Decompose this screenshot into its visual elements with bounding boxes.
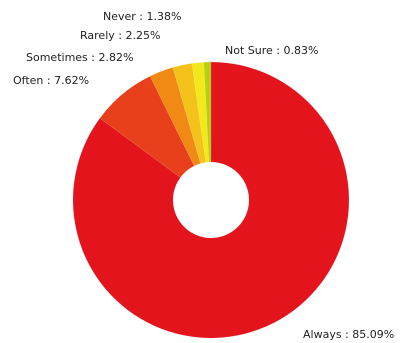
chart-slices <box>72 61 350 339</box>
slice-always <box>72 61 350 339</box>
slice-label-rarely: Rarely : 2.25% <box>80 29 160 42</box>
slice-label-often: Often : 7.62% <box>13 74 89 87</box>
slice-sometimes <box>149 67 201 167</box>
slice-often <box>99 75 195 178</box>
slice-not-sure <box>203 61 212 163</box>
slice-rarely <box>172 63 207 164</box>
slice-label-never: Never : 1.38% <box>103 10 181 23</box>
slice-label-always: Always : 85.09% <box>303 328 394 341</box>
slice-never <box>191 61 210 163</box>
slice-label-sometimes: Sometimes : 2.82% <box>26 51 133 64</box>
slice-label-not-sure: Not Sure : 0.83% <box>225 44 318 57</box>
chart-labels: Always : 85.09% Often : 7.62% Sometimes … <box>13 10 394 341</box>
